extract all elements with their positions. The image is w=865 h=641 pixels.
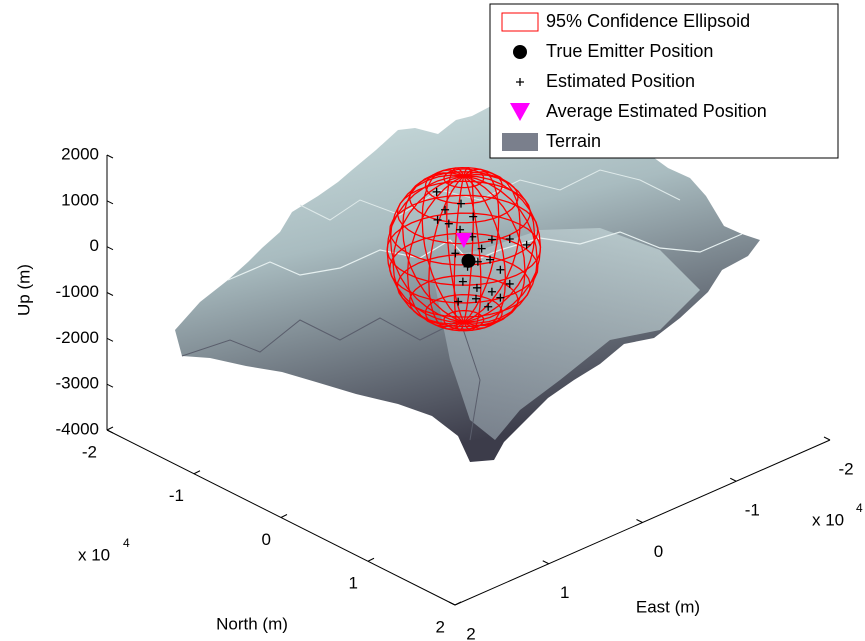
- estimated-position: [457, 199, 465, 208]
- y-tick: [280, 514, 288, 518]
- legend-icon: [513, 45, 527, 59]
- legend-icon: [502, 133, 538, 151]
- estimated-position: [441, 205, 450, 214]
- estimated-position: [486, 255, 495, 264]
- z-tick: [106, 429, 114, 434]
- x-multiplier: x 10: [812, 510, 844, 529]
- ellipsoid-meridian: [463, 171, 521, 324]
- y-tick: [193, 470, 201, 475]
- x-tick: [448, 601, 456, 606]
- x-tick: [823, 436, 831, 441]
- terrain-ridge-line: [299, 169, 681, 221]
- z-tick-label: -4000: [56, 419, 99, 438]
- x-tick-label: -1: [745, 501, 760, 520]
- ellipsoid-meridian: [401, 172, 465, 324]
- z-tick-label: -3000: [56, 374, 99, 393]
- estimated-position: [472, 283, 481, 292]
- estimated-position: [522, 240, 531, 249]
- estimated-position: [496, 293, 505, 302]
- ellipsoid-meridian: [463, 175, 542, 324]
- plot-area: [386, 166, 542, 332]
- legend-box: [489, 3, 839, 159]
- estimated-position: [487, 235, 496, 244]
- z-tick: [106, 337, 114, 342]
- ellipsoid-meridian: [463, 168, 500, 323]
- estimated-position: [469, 212, 478, 221]
- estimated-position: [505, 279, 514, 288]
- legend: 95% Confidence Ellipsoid True Emitter Pos…: [489, 3, 839, 159]
- y-multiplier: x 10: [78, 545, 110, 564]
- ellipsoid-meridian: [446, 167, 465, 323]
- ellipsoid-meridian: [463, 175, 482, 331]
- z-tick-label: 0: [90, 236, 99, 255]
- estimated-position: [496, 265, 505, 274]
- ellipsoid-meridian: [392, 175, 464, 325]
- ellipsoid-meridian: [428, 175, 465, 330]
- x-tick: [542, 560, 549, 565]
- legend-label: True Emitter Position: [546, 41, 713, 61]
- ellipsoid-meridian: [421, 169, 465, 323]
- y-tick-label: -1: [169, 486, 184, 505]
- y-axis-label: North (m): [216, 614, 288, 633]
- average-position: [455, 232, 472, 248]
- ellipsoid-meridian: [386, 175, 464, 324]
- ellipsoid-meridian: [389, 174, 464, 324]
- z-tick: [106, 292, 114, 296]
- legend-label: Terrain: [546, 131, 601, 151]
- y-tick-label: 0: [262, 530, 271, 549]
- z-tick: [106, 154, 114, 159]
- true-emitter: [461, 253, 476, 268]
- legend-label: Estimated Position: [546, 71, 695, 91]
- legend-icon: [501, 12, 539, 32]
- ellipsoid-meridian: [406, 175, 465, 328]
- z-axis-label: Up (m): [14, 264, 33, 316]
- z-tick-label: -2000: [56, 328, 99, 347]
- z-tick: [106, 383, 114, 388]
- x-tick: [636, 519, 643, 523]
- z-tick: [106, 246, 114, 251]
- ellipsoid-meridian: [463, 175, 526, 327]
- y-tick: [367, 557, 375, 562]
- estimated-position: [456, 225, 465, 234]
- x-multiplier-exponent: 4: [856, 501, 863, 515]
- z-tick-label: 2000: [61, 144, 99, 163]
- estimated-position: [432, 187, 441, 196]
- estimated-position: [444, 219, 453, 228]
- estimated-position: [477, 244, 486, 253]
- estimated-position: [505, 235, 514, 244]
- estimated-position: [454, 297, 463, 306]
- x-tick-label: -2: [838, 459, 853, 478]
- estimated-position: [451, 249, 460, 258]
- y-multiplier-exponent: 4: [123, 536, 130, 550]
- legend-icon: [516, 78, 524, 86]
- legend-icon: [510, 103, 530, 121]
- ellipsoid-meridian: [463, 175, 538, 324]
- estimated-position: [433, 215, 442, 224]
- estimated-position: [484, 302, 493, 311]
- y-tick: [106, 426, 114, 431]
- x-tick-label: 2: [466, 624, 475, 641]
- y-tick-label: 1: [349, 574, 358, 593]
- estimated-position: [487, 287, 496, 296]
- z-tick-label: -1000: [56, 282, 99, 301]
- z-tick-label: 1000: [61, 190, 99, 209]
- y-tick: [454, 601, 462, 606]
- y-tick-label: -2: [82, 442, 97, 461]
- z-tick: [106, 200, 114, 205]
- estimated-position: [458, 277, 467, 286]
- terrain-ridge-line: [181, 317, 481, 441]
- ellipsoid-meridian: [463, 173, 536, 324]
- x-tick-label: 0: [654, 542, 663, 561]
- axes: -4000 -3000 -2000 -1000 0 1000 2000 -2 -1 0 1 2 -2 -1…: [56, 144, 854, 641]
- legend-label: 95% Confidence Ellipsoid: [546, 11, 750, 31]
- x-tick: [730, 477, 737, 482]
- legend-label: Average Estimated Position: [546, 101, 767, 121]
- y-tick-label: 2: [436, 617, 445, 636]
- x-tick-label: 1: [560, 583, 569, 602]
- x-axis-label: East (m): [636, 597, 700, 616]
- estimated-position: [472, 294, 480, 303]
